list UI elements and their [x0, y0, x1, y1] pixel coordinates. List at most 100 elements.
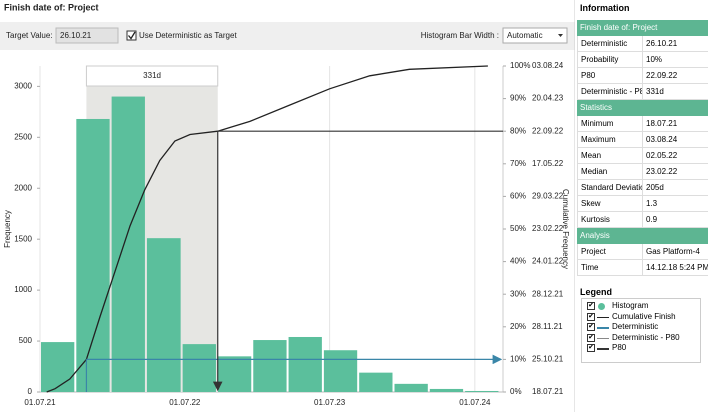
row-value: 205d [643, 180, 708, 196]
y2-tick-label: 60% [510, 192, 526, 201]
row-value: 14.12.18 5:24 PM [643, 260, 708, 276]
y2-tick-date: 17.05.22 [532, 159, 564, 168]
y2-tick-date: 23.02.22 [532, 224, 564, 233]
row-key: Time [577, 260, 643, 276]
legend-checkbox[interactable]: ✔ [587, 344, 595, 352]
target-label: Target Value: [6, 31, 53, 40]
y2-tick-date: 28.12.21 [532, 289, 564, 298]
legend-label: Histogram [612, 301, 649, 310]
target-value: 26.10.21 [60, 31, 92, 40]
y2-tick-label: 80% [510, 126, 526, 135]
row-key: Minimum [577, 116, 643, 132]
legend-box [581, 298, 701, 363]
row-value: 331d [643, 84, 708, 100]
row-value: 0.9 [643, 212, 708, 228]
x-tick-label: 01.07.23 [314, 398, 346, 407]
legend-label: Cumulative Finish [612, 311, 676, 321]
section-header: Statistics [577, 100, 708, 116]
legend-checkbox[interactable]: ✔ [587, 333, 595, 342]
y2-tick-label: 70% [510, 159, 526, 168]
bar [288, 336, 322, 392]
y2-tick-date: 28.11.21 [532, 322, 563, 331]
bar-width-label: Histogram Bar Width : [421, 31, 499, 40]
bar [41, 342, 75, 392]
y2-tick-label: 100% [510, 61, 530, 70]
y-axis-label: Frequency [3, 210, 12, 248]
y-tick-label: 1000 [14, 285, 32, 294]
legend-checkbox[interactable]: ✔ [587, 323, 595, 331]
bar [76, 118, 110, 392]
row-key: Kurtosis [577, 212, 643, 228]
row-key: Median [577, 164, 643, 180]
bar [394, 383, 428, 392]
y2-tick-label: 50% [510, 224, 526, 233]
chart-panel: Finish date of: Project Target Value: 26… [0, 0, 576, 412]
y2-tick-date: 25.10.21 [532, 355, 564, 364]
section-header: Finish date of: Project [577, 20, 708, 36]
bar [429, 388, 464, 392]
row-value: 1.3 [643, 196, 708, 212]
row-value: Gas Platform-4 [643, 244, 708, 260]
checkbox[interactable] [126, 30, 137, 41]
y2-tick-label: 10% [510, 355, 526, 364]
y2-tick-label: 30% [510, 289, 526, 298]
bar [359, 372, 393, 392]
info-panel: Information Finish date of: Project Determ… [577, 0, 708, 412]
legend-title: Legend [580, 287, 613, 297]
y2-tick-date: 03.08.24 [532, 61, 564, 70]
x-tick-label: 01.07.22 [169, 398, 201, 407]
row-key: Standard Deviation [577, 180, 643, 196]
bar [323, 350, 358, 392]
bar [217, 356, 252, 392]
y2-tick-label: 40% [510, 257, 526, 266]
y2-tick-date: 18.07.21 [532, 387, 564, 396]
panel-title: Finish date of: Project [4, 2, 99, 12]
y2-tick-date: 20.04.23 [532, 94, 564, 103]
y-tick-label: 2500 [14, 132, 32, 141]
range-label: 331d [143, 71, 161, 80]
row-key: Maximum [577, 132, 643, 148]
y-tick-label: 3000 [14, 81, 32, 90]
legend-checkbox[interactable]: ✔ [587, 302, 595, 310]
target-input[interactable] [55, 27, 119, 44]
row-key: Project [577, 244, 643, 260]
legend-label: Deterministic [612, 322, 659, 331]
x-tick-label: 01.07.24 [459, 398, 491, 407]
range-label-box [85, 65, 219, 87]
x-tick-label: 01.07.21 [24, 398, 56, 407]
y2-tick-date: 29.03.22 [532, 192, 564, 201]
checkbox-label: Use Deterministic as Target [139, 31, 237, 40]
bar-width-select[interactable] [502, 27, 568, 44]
legend-checkbox[interactable]: ✔ [587, 312, 595, 321]
legend-label: Deterministic - P80 [612, 332, 680, 342]
row-key: Deterministic - P80 [577, 84, 643, 100]
row-key: Mean [577, 148, 643, 164]
row-value: 22.09.22 [643, 68, 708, 84]
bar [146, 238, 181, 392]
y2-tick-label: 20% [510, 322, 526, 331]
y2-tick-date: 24.01.22 [532, 257, 564, 266]
row-value: 03.08.24 [643, 132, 708, 148]
bar [182, 344, 216, 392]
y2-tick-date: 22.09.22 [532, 126, 564, 135]
y-tick-label: 500 [19, 336, 33, 345]
bar-width-value: Automatic [507, 31, 543, 40]
cumulative-line [46, 65, 488, 393]
row-key: Probability [577, 52, 643, 68]
row-key: P80 [577, 68, 643, 84]
row-key: Skew [577, 196, 643, 212]
y2-tick-label: 0% [510, 387, 522, 396]
y2-tick-label: 90% [510, 94, 526, 103]
bar [111, 96, 145, 392]
legend-swatch [597, 316, 609, 318]
row-value: 10% [643, 52, 708, 68]
legend-swatch [597, 337, 609, 339]
y-tick-label: 2000 [14, 183, 32, 192]
bar [465, 390, 499, 392]
section-header: Analysis [577, 228, 708, 244]
row-value: 26.10.21 [643, 36, 708, 52]
checkmark [128, 31, 136, 40]
y-tick-label: 0 [28, 387, 33, 396]
row-key: Deterministic [577, 36, 643, 52]
